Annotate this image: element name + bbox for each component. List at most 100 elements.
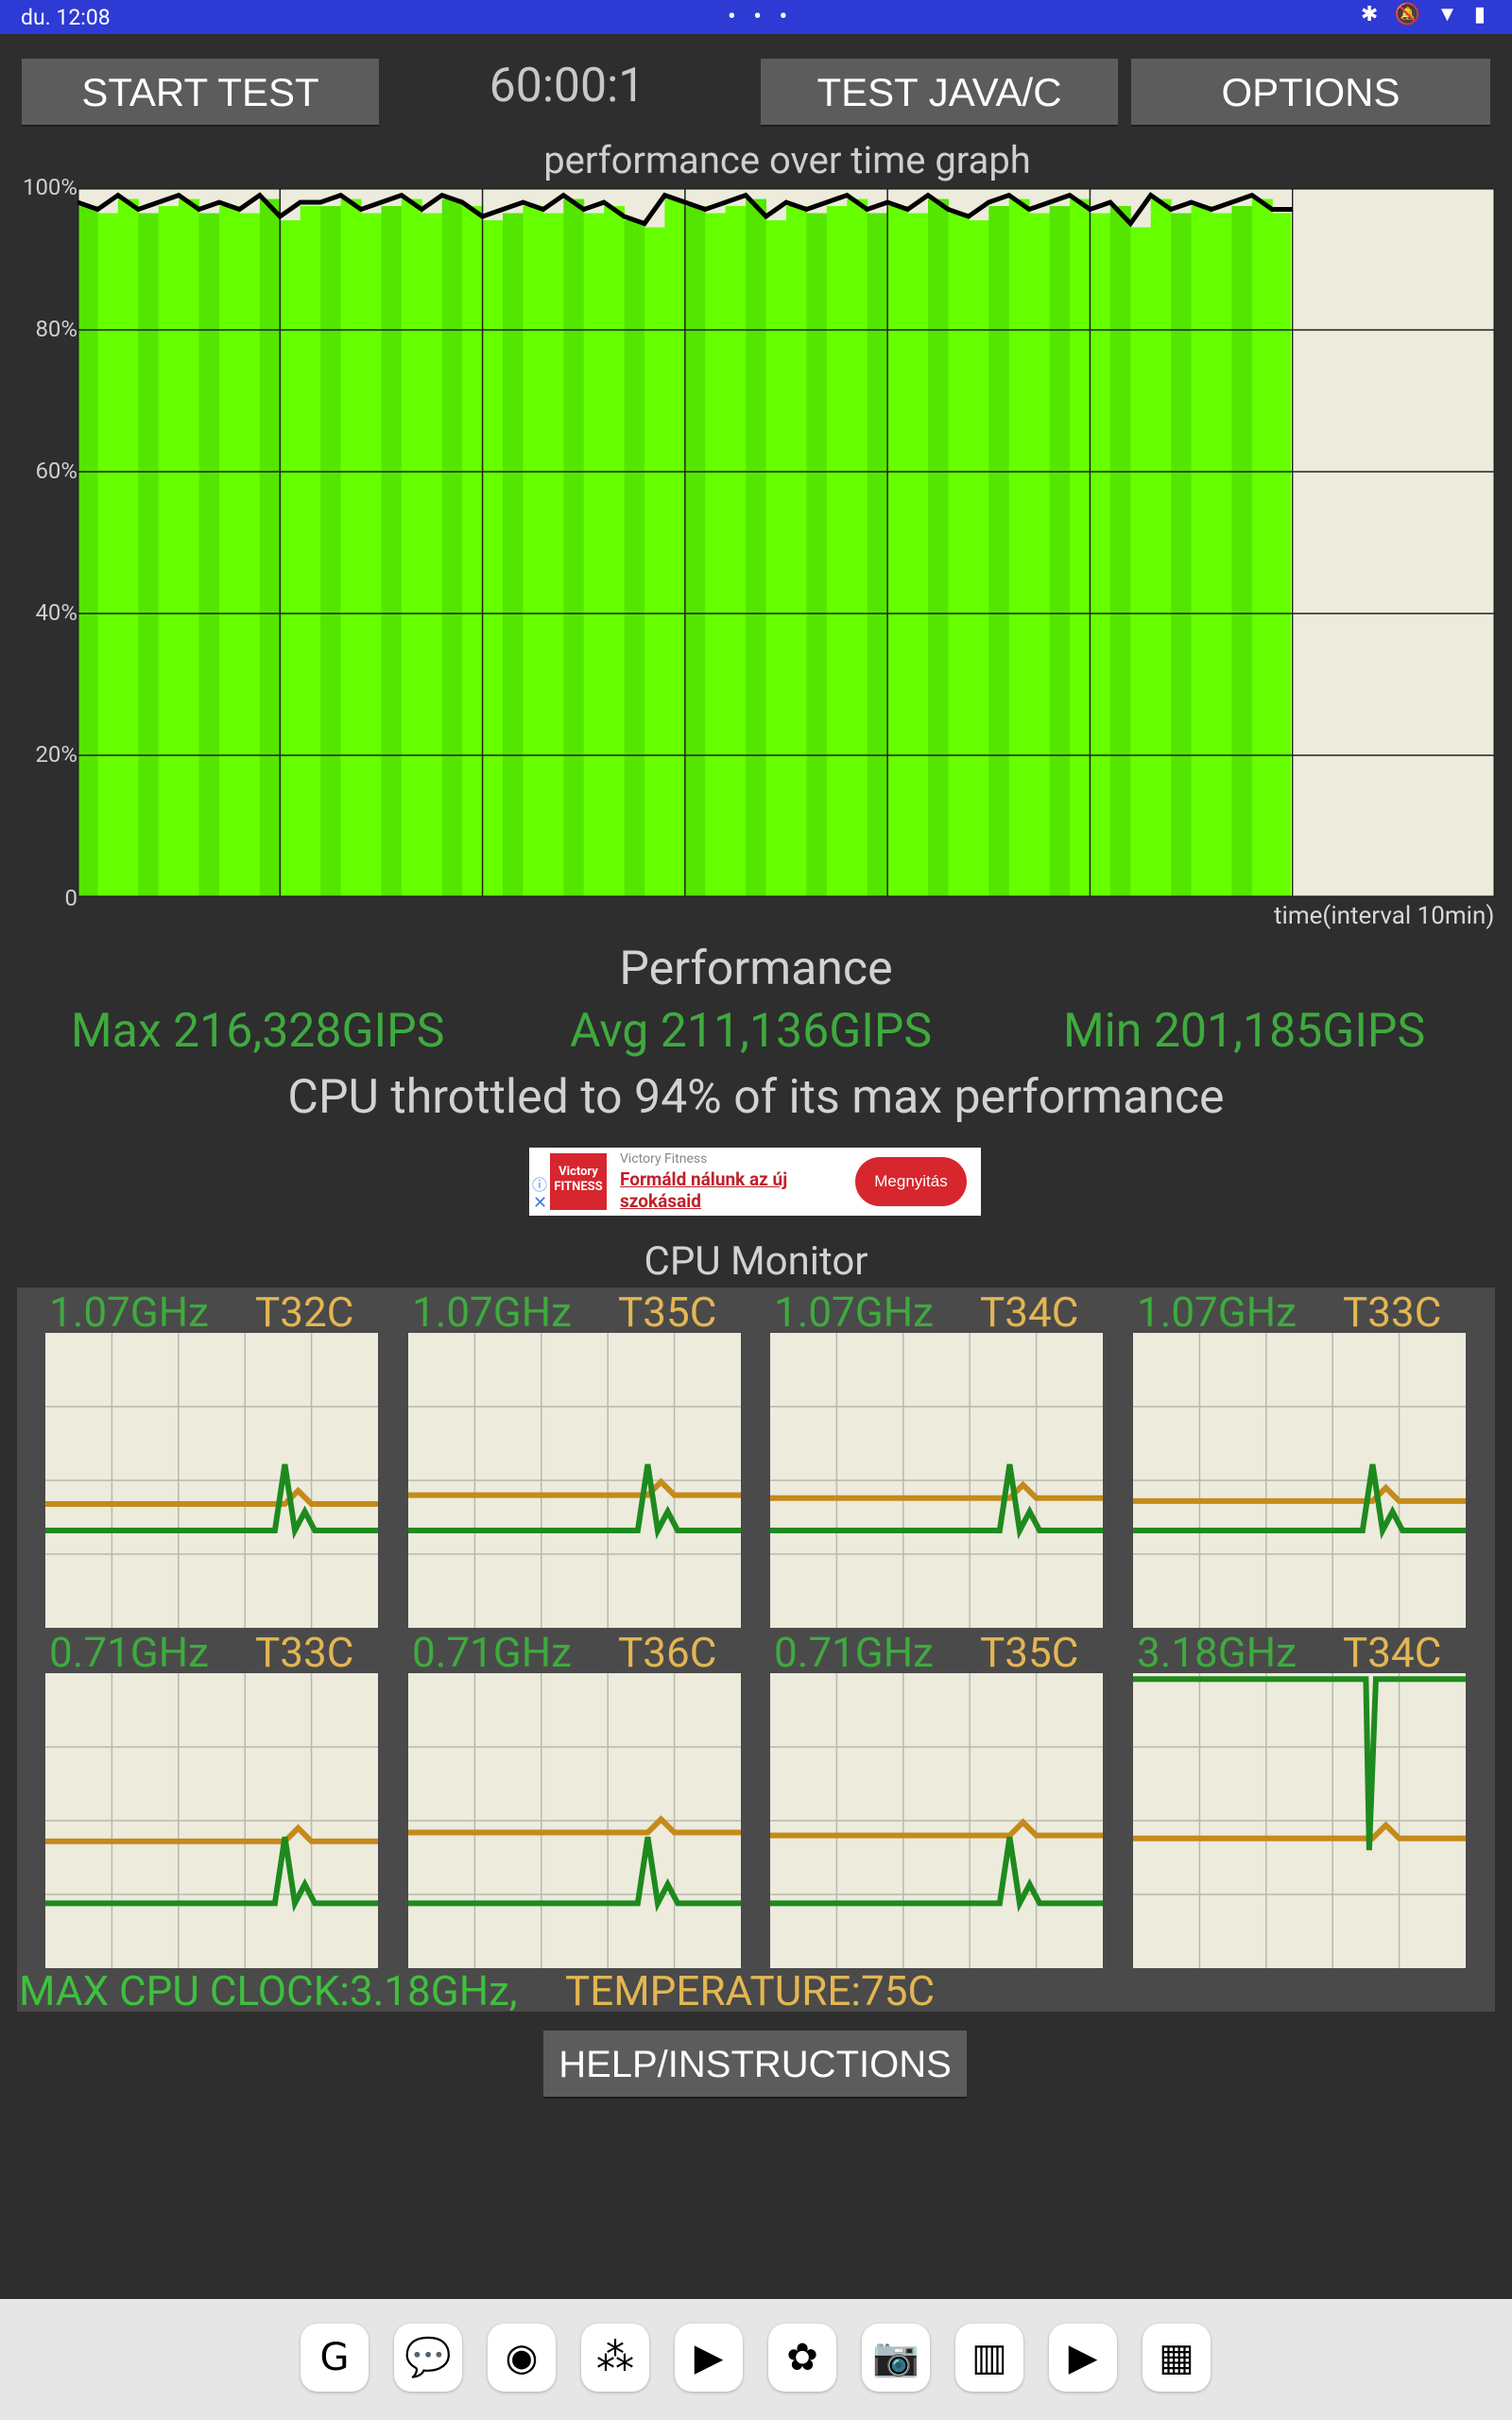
core-temp-line [408, 1815, 741, 1836]
app-drawer-icon[interactable]: ▦ [1143, 2324, 1211, 2392]
core-graph [770, 1673, 1103, 1968]
core-graph [1133, 1333, 1466, 1628]
y-tick-100: 100% [22, 174, 77, 200]
performance-area-segment [158, 206, 180, 897]
core-graph [45, 1333, 378, 1628]
core-temp-line [770, 1818, 1103, 1839]
play-store-icon[interactable]: ▶ [675, 2324, 743, 2392]
performance-area-segment [1070, 199, 1091, 897]
cpu-throttling-app-icon[interactable]: ▥ [955, 2324, 1023, 2392]
ad-info-icon[interactable]: ⓘ [532, 1176, 548, 1194]
core-graph [408, 1673, 741, 1968]
performance-area-segment [482, 220, 504, 897]
core-frequency: 1.07GHz [774, 1288, 934, 1337]
core-temperature: T34C [1343, 1628, 1442, 1677]
core-frequency: 0.71GHz [49, 1628, 209, 1677]
core-graph-svg [770, 1333, 1103, 1628]
ad-open-button[interactable]: Megnyitás [855, 1157, 967, 1206]
performance-area-segment [523, 206, 544, 897]
performance-area-segment [97, 213, 119, 897]
performance-area-segment [867, 213, 888, 897]
core-frequency: 1.07GHz [49, 1288, 209, 1337]
performance-area-segment [705, 213, 727, 897]
google-icon[interactable]: G [301, 2324, 369, 2392]
performance-area-segment [624, 220, 645, 897]
performance-area-segment [806, 213, 828, 897]
core-graph-svg [1133, 1673, 1466, 1968]
performance-title: Performance [619, 942, 893, 996]
performance-area-segment [887, 206, 909, 897]
performance-area-segment [968, 220, 989, 897]
core-graph [45, 1673, 378, 1968]
core-graph-svg [45, 1333, 378, 1628]
performance-area-segment [503, 213, 524, 897]
assistant-icon[interactable]: ⁂ [581, 2324, 649, 2392]
ad-close-icon[interactable]: ✕ [533, 1193, 548, 1213]
y-tick-20: 20% [35, 741, 77, 768]
core-graph [408, 1333, 741, 1628]
performance-area-segment [259, 199, 281, 897]
performance-area-segment [684, 206, 706, 897]
app-dock: G 💬 ◉ ⁂ ▶ ✿ 📷 ▥ ▶ ▦ [0, 2299, 1512, 2420]
performance-area-segment [907, 213, 929, 897]
performance-area-segment [1150, 199, 1172, 897]
performance-graph [77, 188, 1495, 897]
core-graph-svg [770, 1673, 1103, 1968]
photos-icon[interactable]: ✿ [768, 2324, 836, 2392]
performance-area-segment [138, 213, 160, 897]
avg-performance: Avg 211,136GIPS [570, 1004, 933, 1059]
start-test-button[interactable]: START TEST [22, 59, 379, 125]
performance-area-segment [725, 206, 747, 897]
performance-area-segment [401, 199, 422, 897]
performance-area-segment [847, 199, 868, 897]
help-instructions-button[interactable]: HELP/INSTRUCTIONS [543, 2031, 967, 2097]
test-java-c-button[interactable]: TEST JAVA/C [761, 59, 1118, 125]
core-frequency: 3.18GHz [1137, 1628, 1297, 1677]
performance-area-segment [462, 206, 484, 897]
performance-area-segment [746, 199, 767, 897]
performance-area-segment [441, 199, 463, 897]
core-graph-svg [408, 1333, 741, 1628]
performance-area-segment [1272, 213, 1294, 897]
options-button[interactable]: OPTIONS [1131, 59, 1490, 125]
max-performance: Max 216,328GIPS [71, 1004, 445, 1059]
performance-area-segment [583, 213, 605, 897]
x-axis-label: time(interval 10min) [1274, 902, 1495, 930]
performance-area-segment [1049, 206, 1071, 897]
max-cpu-clock: MAX CPU CLOCK:3.18GHz, [19, 1966, 518, 2015]
status-time: du. 12:08 [21, 5, 111, 30]
ad-brand: Victory Fitness [620, 1151, 708, 1167]
core-clock-line [45, 1836, 378, 1912]
chrome-icon[interactable]: ◉ [488, 2324, 556, 2392]
ad-headline[interactable]: Formáld nálunk az új szokásaid [620, 1168, 788, 1212]
performance-line [77, 192, 1293, 228]
performance-area-segment [1008, 199, 1030, 897]
core-temp-line [408, 1478, 741, 1498]
y-tick-80: 80% [35, 316, 77, 342]
y-tick-40: 40% [35, 599, 77, 626]
core-clock-line [1133, 1463, 1466, 1540]
core-temperature: T32C [255, 1288, 354, 1337]
performance-area-segment [1090, 213, 1111, 897]
performance-area-segment [1109, 206, 1131, 897]
messages-icon[interactable]: 💬 [394, 2324, 462, 2392]
performance-area-segment [117, 199, 139, 897]
performance-area-segment [786, 206, 807, 897]
performance-area-segment [1231, 206, 1253, 897]
performance-area-segment [765, 220, 787, 897]
core-temperature: T35C [618, 1288, 717, 1337]
core-graph-svg [45, 1673, 378, 1968]
performance-area-segment [77, 206, 98, 897]
core-temp-line [45, 1486, 378, 1507]
graph-frame [77, 188, 1495, 897]
throttle-summary: CPU throttled to 94% of its max performa… [287, 1070, 1225, 1125]
performance-area-segment [563, 199, 585, 897]
status-icons: ✱ 🔕 ▼ ▮ [1360, 3, 1491, 26]
ad-banner[interactable]: ⓘ ✕ Victory FITNESS Victory Fitness Form… [529, 1148, 981, 1216]
status-dots: • • • [728, 3, 794, 31]
performance-area-segment [988, 206, 1010, 897]
camera-icon[interactable]: 📷 [862, 2324, 930, 2392]
performance-area-segment [421, 213, 443, 897]
performance-area-segment [179, 199, 200, 897]
youtube-icon[interactable]: ▶ [1049, 2324, 1117, 2392]
